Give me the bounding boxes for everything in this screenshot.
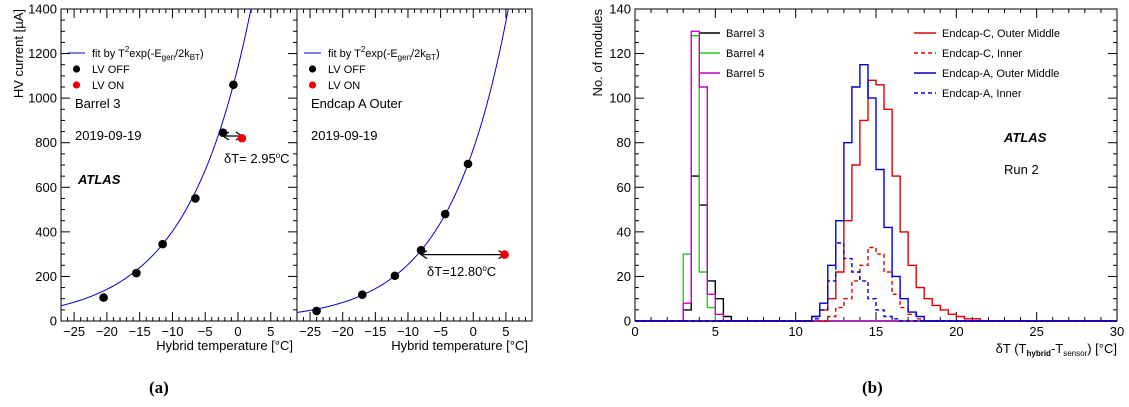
- delta-t-label: δT= 2.95oC: [224, 151, 290, 166]
- legend-off-label: LV OFF: [328, 64, 366, 76]
- legend-label: Barrel 3: [726, 28, 765, 40]
- x-tick-label: −5: [433, 324, 448, 339]
- x-axis-label: δT (Thybrid-Tsensor) [°C]: [996, 341, 1117, 358]
- legend-label: Endcap-C, Inner: [942, 48, 1022, 60]
- lv-off-point: [229, 80, 238, 90]
- lv-off-point: [191, 194, 200, 203]
- legend-on-marker: [72, 81, 81, 89]
- legend-fit-label: fit by T2exp(-Egen/2kBT): [92, 45, 204, 62]
- lv-off-point: [218, 128, 228, 137]
- lv-off-point: [390, 271, 400, 281]
- x-tick-label: 20: [949, 324, 963, 339]
- delta-t-label: δT=12.80oC: [427, 264, 496, 279]
- x-tick-label: −10: [161, 324, 183, 339]
- x-tick-label: −20: [96, 324, 118, 339]
- lv-off-point: [158, 239, 167, 249]
- x-tick-label: −25: [63, 324, 85, 339]
- x-tick-label: −15: [364, 324, 386, 339]
- legend-on-marker: [308, 81, 317, 89]
- lv-off-point: [357, 290, 367, 300]
- y-tick-label: 20: [617, 269, 631, 284]
- x-tick-label: −15: [129, 324, 151, 339]
- x-axis-label: Hybrid temperature [°C]: [156, 338, 293, 353]
- y-tick-label: 40: [617, 224, 631, 239]
- caption-b: (b): [862, 378, 883, 397]
- x-tick-label: −10: [397, 324, 419, 339]
- legend-fit-label: fit by T2exp(-Egen/2kBT): [328, 45, 440, 62]
- x-tick-label: 25: [1029, 324, 1043, 339]
- legend-label: Endcap-C, Outer Middle: [942, 28, 1060, 40]
- y-tick-label: 1000: [28, 91, 57, 106]
- y-axis-label: HV current [µA]: [11, 9, 26, 98]
- x-tick-label: −5: [198, 324, 213, 339]
- lv-off-point: [416, 245, 426, 255]
- legend-label: Barrel 5: [726, 68, 765, 80]
- x-tick-label: −20: [332, 324, 354, 339]
- legend-off-marker: [72, 65, 81, 73]
- y-tick-label: 600: [35, 180, 57, 195]
- y-tick-label: 0: [624, 314, 631, 329]
- region-label: Endcap A Outer: [311, 96, 403, 111]
- histogram-endcap-c-outer-middle: [635, 79, 1117, 322]
- legend-off-label: LV OFF: [92, 64, 130, 76]
- y-tick-label: 140: [609, 2, 631, 17]
- x-tick-label: −25: [299, 324, 321, 339]
- legend-label: Endcap-A, Outer Middle: [942, 68, 1059, 80]
- y-tick-label: 80: [617, 135, 631, 150]
- y-tick-label: 1200: [28, 46, 57, 61]
- y-tick-label: 1400: [28, 2, 57, 17]
- experiment-label: ATLAS: [77, 172, 121, 187]
- panel-a: −25 −20 −15 −10 −5 0 5 0 200 400 600 800 1000 1200 140…: [11, 2, 298, 353]
- lv-off-point: [312, 306, 321, 316]
- histogram-endcap-a-inner: [635, 242, 1117, 322]
- lv-off-point: [132, 268, 141, 278]
- lv-off-point: [463, 159, 473, 169]
- legend-on-label: LV ON: [92, 80, 124, 92]
- lv-off-point: [440, 209, 450, 219]
- region-label: Barrel 3: [75, 96, 121, 111]
- x-tick-label: 5: [267, 324, 274, 339]
- legend-label: Endcap-A, Inner: [942, 88, 1022, 100]
- lv-off-point: [99, 293, 108, 302]
- experiment-label: ATLAS: [1003, 130, 1047, 145]
- date-label: 2019-09-19: [311, 128, 378, 143]
- y-tick-label: 800: [35, 135, 57, 150]
- histogram-barrel-5: [635, 30, 1117, 322]
- run-label: Run 2: [1004, 162, 1039, 177]
- panel-c: 0 5 10 15 20 25 30 0 20 40 60 80 100 120 140 No. of mod…: [590, 2, 1124, 359]
- x-axis-label: Hybrid temperature [°C]: [391, 338, 528, 353]
- x-tick-label: 10: [788, 324, 802, 339]
- y-tick-label: 400: [35, 224, 57, 239]
- lv-on-point: [500, 250, 509, 259]
- y-tick-label: 200: [35, 269, 57, 284]
- histogram-endcap-a-outer-middle: [635, 64, 1117, 322]
- y-tick-label: 0: [50, 314, 57, 329]
- x-tick-label: 0: [470, 324, 477, 339]
- lv-on-point: [237, 133, 247, 143]
- x-tick-label: 5: [502, 324, 509, 339]
- y-axis-label: No. of modules: [590, 9, 605, 97]
- y-tick-label: 100: [609, 91, 631, 106]
- y-tick-label: 60: [617, 180, 631, 195]
- fit-curve: [297, 9, 509, 313]
- panel-b: −25 −20 −15 −10 −5 0 5 fit by T2exp(-Egen/2kBT)…: [296, 8, 533, 353]
- legend-off-marker: [308, 65, 317, 73]
- date-label: 2019-09-19: [75, 128, 142, 143]
- legend-on-label: LV ON: [328, 80, 360, 92]
- x-tick-label: 5: [712, 324, 719, 339]
- caption-a: (a): [149, 378, 169, 397]
- legend-label: Barrel 4: [726, 48, 765, 60]
- x-tick-label: 15: [869, 324, 883, 339]
- x-tick-label: 0: [234, 324, 241, 339]
- arrow-head-left: [419, 250, 428, 260]
- x-tick-label: 0: [631, 324, 638, 339]
- fit-curve: [61, 9, 252, 307]
- x-tick-label: 30: [1110, 324, 1124, 339]
- y-tick-label: 120: [609, 46, 631, 61]
